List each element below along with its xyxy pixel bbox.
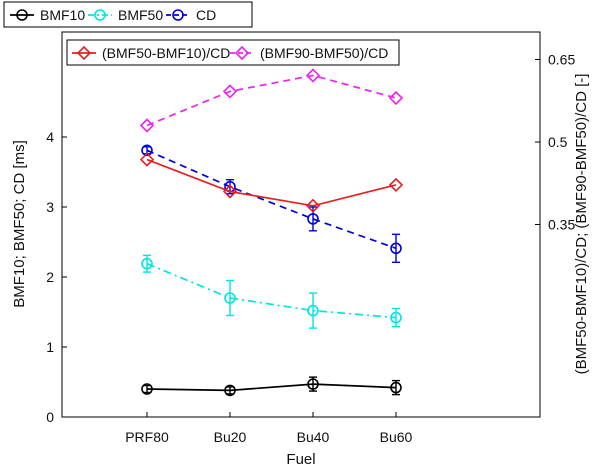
x-tick-label: Bu20 [214,429,247,445]
legend-marker [76,45,92,61]
data-point [222,84,238,99]
data-point [224,292,236,304]
legend-label: (BMF50-BMF10)/CD [102,45,230,61]
top-legend-box [3,1,253,28]
right-y-tick-label: 0.35 [548,217,575,233]
legend-label: CD [196,7,216,23]
inner-legend: (BMF50-BMF10)/CD (BMF90-BMF50)/CD [66,39,400,66]
x-tick-label: Bu40 [297,429,330,445]
top-legend: BMF10 BMF50 CD [3,1,253,28]
right-y-tick-label: 0.65 [548,52,575,68]
data-point [388,177,404,193]
x-tick-label: PRF80 [125,429,169,445]
series-line [146,158,397,207]
left-y-tick-label: 3 [46,199,54,215]
left-y-tick-label: 1 [46,339,54,355]
data-point [307,213,319,225]
data-point [390,311,402,324]
data-point [222,184,238,199]
legend-marker [172,9,184,21]
data-point [307,304,319,317]
data-point [307,378,319,390]
data-point [305,198,321,213]
data-point [224,384,236,397]
series-line [146,262,397,319]
data-point [305,68,321,83]
x-axis-label: Fuel [286,451,315,468]
legend-item-ratio-1: (BMF50-BMF10)/CD [72,45,230,61]
plot-frame [61,31,541,418]
series-bmf10 [141,376,402,397]
plot-area: 0 1 2 3 4 0.35 0.5 0.65 PRF80 Bu20 Bu40 Bu60 [46,31,575,445]
series-line [146,149,397,250]
data-point [141,383,153,395]
x-tick-label: Bu60 [380,429,413,445]
left-y-tick-label: 0 [46,409,54,425]
series-line [146,74,397,127]
data-point [390,381,402,394]
data-point [388,90,404,106]
series-line [146,383,397,392]
legend-marker [16,9,28,21]
right-y-tick-label: 0.5 [548,134,568,150]
legend-label: (BMF90-BMF50)/CD [260,45,388,61]
data-point [141,144,153,157]
data-point [139,152,155,167]
legend-item-bmf10: BMF10 [10,7,85,23]
series--bmf90-bmf50-cd [139,68,404,133]
legend-marker [234,45,250,61]
legend-item-bmf50: BMF50 [88,7,163,23]
legend-marker [94,9,106,21]
series--bmf50-bmf10-cd [139,152,404,213]
left-y-tick-label: 2 [46,269,54,285]
left-y-tick-label: 4 [46,129,54,145]
left-y-axis-label: BMF10; BMF50; CD [ms] [11,140,28,308]
data-point [141,257,153,270]
legend-item-ratio-2: (BMF90-BMF50)/CD [230,45,388,61]
legend-item-cd: CD [166,7,216,23]
data-point [139,118,155,133]
data-point [390,242,402,255]
series-bmf50 [141,254,402,329]
legend-label: BMF10 [40,7,85,23]
legend-label: BMF50 [118,7,163,23]
right-y-axis-label: (BMF50-BMF10)/CD; (BMF90-BMF50)/CD [-] [573,74,590,375]
